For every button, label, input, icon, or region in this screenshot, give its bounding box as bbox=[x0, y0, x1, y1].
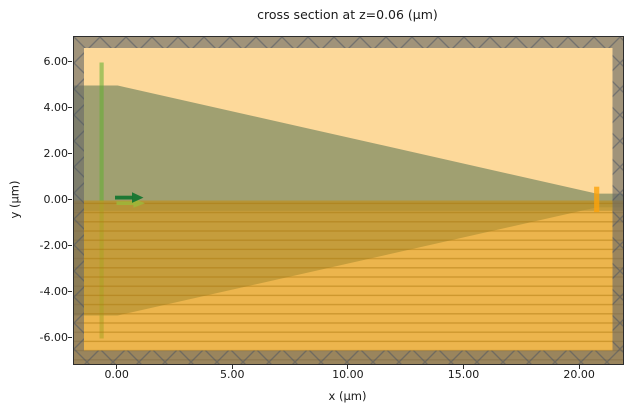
y-tick-label-3: 0.00 bbox=[43, 192, 69, 206]
y-tick-label-5: -4.00 bbox=[39, 284, 68, 298]
y-tick-label-1: 4.00 bbox=[43, 100, 69, 114]
x-tick-mark-2 bbox=[347, 364, 349, 369]
pml-bottom-band-hatch bbox=[74, 350, 623, 364]
y-tick-mark-3 bbox=[68, 198, 72, 201]
x-tick-label-3: 15.00 bbox=[447, 368, 480, 381]
y-tick-mark-0 bbox=[68, 60, 72, 63]
x-tick-label-0: 0.00 bbox=[104, 368, 129, 381]
lower-background-hatch bbox=[74, 200, 623, 364]
x-tick-mark-1 bbox=[231, 364, 233, 369]
x-tick-mark-3 bbox=[462, 364, 465, 369]
y-tick-label-2: 2.00 bbox=[43, 146, 69, 160]
y-tick-mark-1 bbox=[68, 106, 72, 109]
pml-boundary-frame bbox=[74, 37, 623, 364]
plot-title: cross section at z=0.06 (μm) bbox=[257, 7, 438, 22]
pml-top-band-hatch bbox=[74, 37, 623, 48]
x-tick-label-4: 20.00 bbox=[563, 368, 595, 381]
y-tick-label-4: -2.00 bbox=[39, 238, 68, 252]
x-axis-label: x (μm) bbox=[328, 389, 367, 403]
x-tick-mark-4 bbox=[578, 364, 580, 369]
y-tick-mark-5 bbox=[68, 290, 72, 293]
cross-section-canvas bbox=[74, 37, 623, 364]
x-tick-label-1: 5.00 bbox=[220, 368, 245, 381]
mode-monitor-line bbox=[594, 186, 600, 213]
y-axis-label: y (μm) bbox=[7, 180, 22, 219]
x-tick-mark-0 bbox=[116, 364, 118, 369]
source-polarization-arrow bbox=[116, 198, 145, 208]
plot-axes-area bbox=[73, 36, 624, 365]
y-tick-mark-2 bbox=[68, 152, 72, 155]
source-direction-arrow bbox=[115, 192, 144, 203]
y-tick-mark-6 bbox=[68, 336, 72, 339]
y-tick-mark-4 bbox=[68, 244, 72, 247]
pml-right-band-hatch bbox=[612, 48, 623, 351]
y-tick-label-6: -6.00 bbox=[39, 330, 68, 344]
x-tick-label-2: 10.00 bbox=[332, 368, 364, 381]
y-tick-label-0: 6.00 bbox=[43, 54, 69, 68]
pml-left-band-hatch bbox=[74, 48, 84, 351]
